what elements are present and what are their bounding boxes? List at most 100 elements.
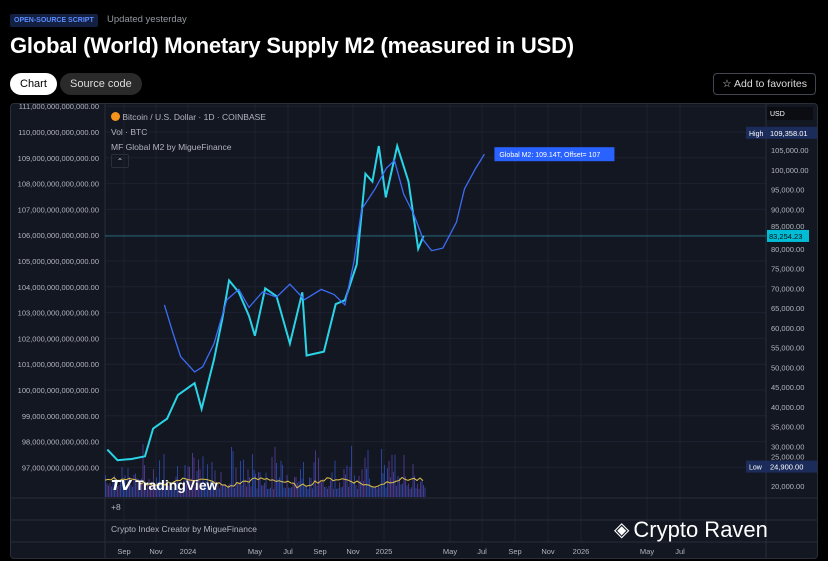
volume-bar xyxy=(321,482,322,497)
symbol-legend[interactable]: Bitcoin / U.S. Dollar · 1D · COINBASE xyxy=(111,112,266,122)
volume-bar xyxy=(396,485,397,497)
volume-bar xyxy=(204,483,205,497)
right-axis-tick: 100,000.00 xyxy=(771,166,809,175)
volume-bar xyxy=(153,469,154,497)
volume-bar xyxy=(381,448,382,497)
volume-bar xyxy=(363,480,364,497)
volume-ma-line xyxy=(104,476,424,489)
symbol-label: Bitcoin / U.S. Dollar · 1D · COINBASE xyxy=(122,112,266,122)
volume-bar xyxy=(414,475,415,497)
favorites-label: Add to favorites xyxy=(734,78,807,90)
last-price-value: 83,254.23 xyxy=(769,232,802,241)
volume-bar xyxy=(183,480,184,497)
volume-bar xyxy=(244,479,246,497)
volume-bar xyxy=(262,485,264,497)
volume-bar xyxy=(379,486,381,497)
volume-bar xyxy=(336,488,337,497)
volume-bar xyxy=(418,488,420,497)
volume-bar xyxy=(160,481,162,497)
volume-bar xyxy=(154,486,156,497)
volume-bar xyxy=(327,488,328,497)
volume-bar xyxy=(301,478,303,497)
add-to-favorites-button[interactable]: ☆ Add to favorites xyxy=(713,73,816,95)
volume-bar xyxy=(319,481,321,497)
volume-bar xyxy=(127,468,129,497)
volume-bar xyxy=(112,481,114,497)
chart-panel[interactable]: 111,000,000,000,000.00 110,000,000,000,00… xyxy=(10,103,818,559)
volume-bar xyxy=(315,450,316,497)
collapse-legend-button[interactable]: ⌃ xyxy=(111,154,129,168)
volume-bar xyxy=(271,456,273,497)
volume-bar xyxy=(318,457,319,497)
tab-chart[interactable]: Chart xyxy=(10,73,57,95)
volume-bar xyxy=(105,475,106,497)
volume-bar xyxy=(313,462,315,497)
right-axis-tick: 60,000.00 xyxy=(771,324,804,333)
left-axis-tick: 107,000,000,000,000.00 xyxy=(18,205,99,214)
volume-bar xyxy=(424,487,426,497)
x-axis-tick: Sep xyxy=(313,547,326,556)
volume-bar xyxy=(286,474,288,497)
volume-bar xyxy=(328,486,330,497)
volume-bar xyxy=(391,454,393,497)
right-axis-tick: 50,000.00 xyxy=(771,363,804,372)
left-axis-tick: 108,000,000,000,000.00 xyxy=(18,180,99,189)
volume-bar xyxy=(289,487,291,497)
volume-bar xyxy=(279,477,280,497)
volume-bar xyxy=(415,488,417,497)
x-axis-tick: May xyxy=(640,547,654,556)
volume-bar xyxy=(213,481,214,497)
volume-bar xyxy=(334,460,336,497)
volume-bar xyxy=(150,488,151,497)
currency-box xyxy=(767,107,813,120)
volume-bar xyxy=(306,486,307,497)
chart-canvas[interactable]: 111,000,000,000,000.00 110,000,000,000,00… xyxy=(11,104,818,559)
m2-tag-text: Global M2: 109.14T, Offset= 107 xyxy=(499,152,600,159)
volume-bar xyxy=(370,486,372,497)
volume-bar xyxy=(147,484,148,497)
volume-bar xyxy=(394,454,396,497)
left-axis-tick: 104,000,000,000,000.00 xyxy=(18,283,99,292)
volume-bar xyxy=(246,486,247,497)
watermark: ◈ Crypto Raven xyxy=(614,517,768,542)
volume-bar xyxy=(309,477,310,497)
volume-bar xyxy=(388,460,390,497)
volume-bar xyxy=(126,485,127,497)
volume-bar xyxy=(148,479,150,497)
x-axis-tick: Nov xyxy=(541,547,555,556)
volume-bar xyxy=(252,454,253,497)
volume-bar xyxy=(163,453,165,497)
low-value: 24,900.00 xyxy=(770,463,803,472)
volume-bar xyxy=(171,486,172,497)
volume-bar xyxy=(417,483,418,497)
volume-bar xyxy=(123,479,124,497)
volume-bar xyxy=(351,445,352,497)
x-axis-tick: Jul xyxy=(283,547,293,556)
x-axis-tick: 2024 xyxy=(180,547,197,556)
volume-bar xyxy=(211,461,213,497)
volume-bar xyxy=(352,483,354,497)
volume-legend[interactable]: Vol · BTC xyxy=(111,127,148,137)
volume-bar xyxy=(109,483,111,497)
volume-bar xyxy=(184,465,186,497)
volume-bar xyxy=(360,481,361,497)
right-axis-tick: 25,000.00 xyxy=(771,453,804,462)
left-axis-tick: 97,000,000,000,000.00 xyxy=(22,463,99,472)
m2-tag xyxy=(494,147,615,162)
volume-bar xyxy=(408,483,409,497)
volume-bar xyxy=(231,446,232,497)
volume-bar xyxy=(139,480,141,497)
volume-bar xyxy=(247,469,249,497)
x-axis-tick: Jul xyxy=(477,547,487,556)
volume-bar xyxy=(387,468,388,497)
volume-bar xyxy=(256,488,258,497)
tab-source-code[interactable]: Source code xyxy=(60,73,142,95)
m2-line xyxy=(163,153,485,373)
indicator-legend[interactable]: MF Global M2 by MigueFinance xyxy=(111,142,232,152)
right-axis-tick: 75,000.00 xyxy=(771,265,804,274)
volume-bar xyxy=(361,469,363,497)
volume-bar xyxy=(243,459,244,497)
volume-bar xyxy=(226,488,228,497)
volume-bar xyxy=(342,486,343,497)
right-axis-tick: 55,000.00 xyxy=(771,344,804,353)
